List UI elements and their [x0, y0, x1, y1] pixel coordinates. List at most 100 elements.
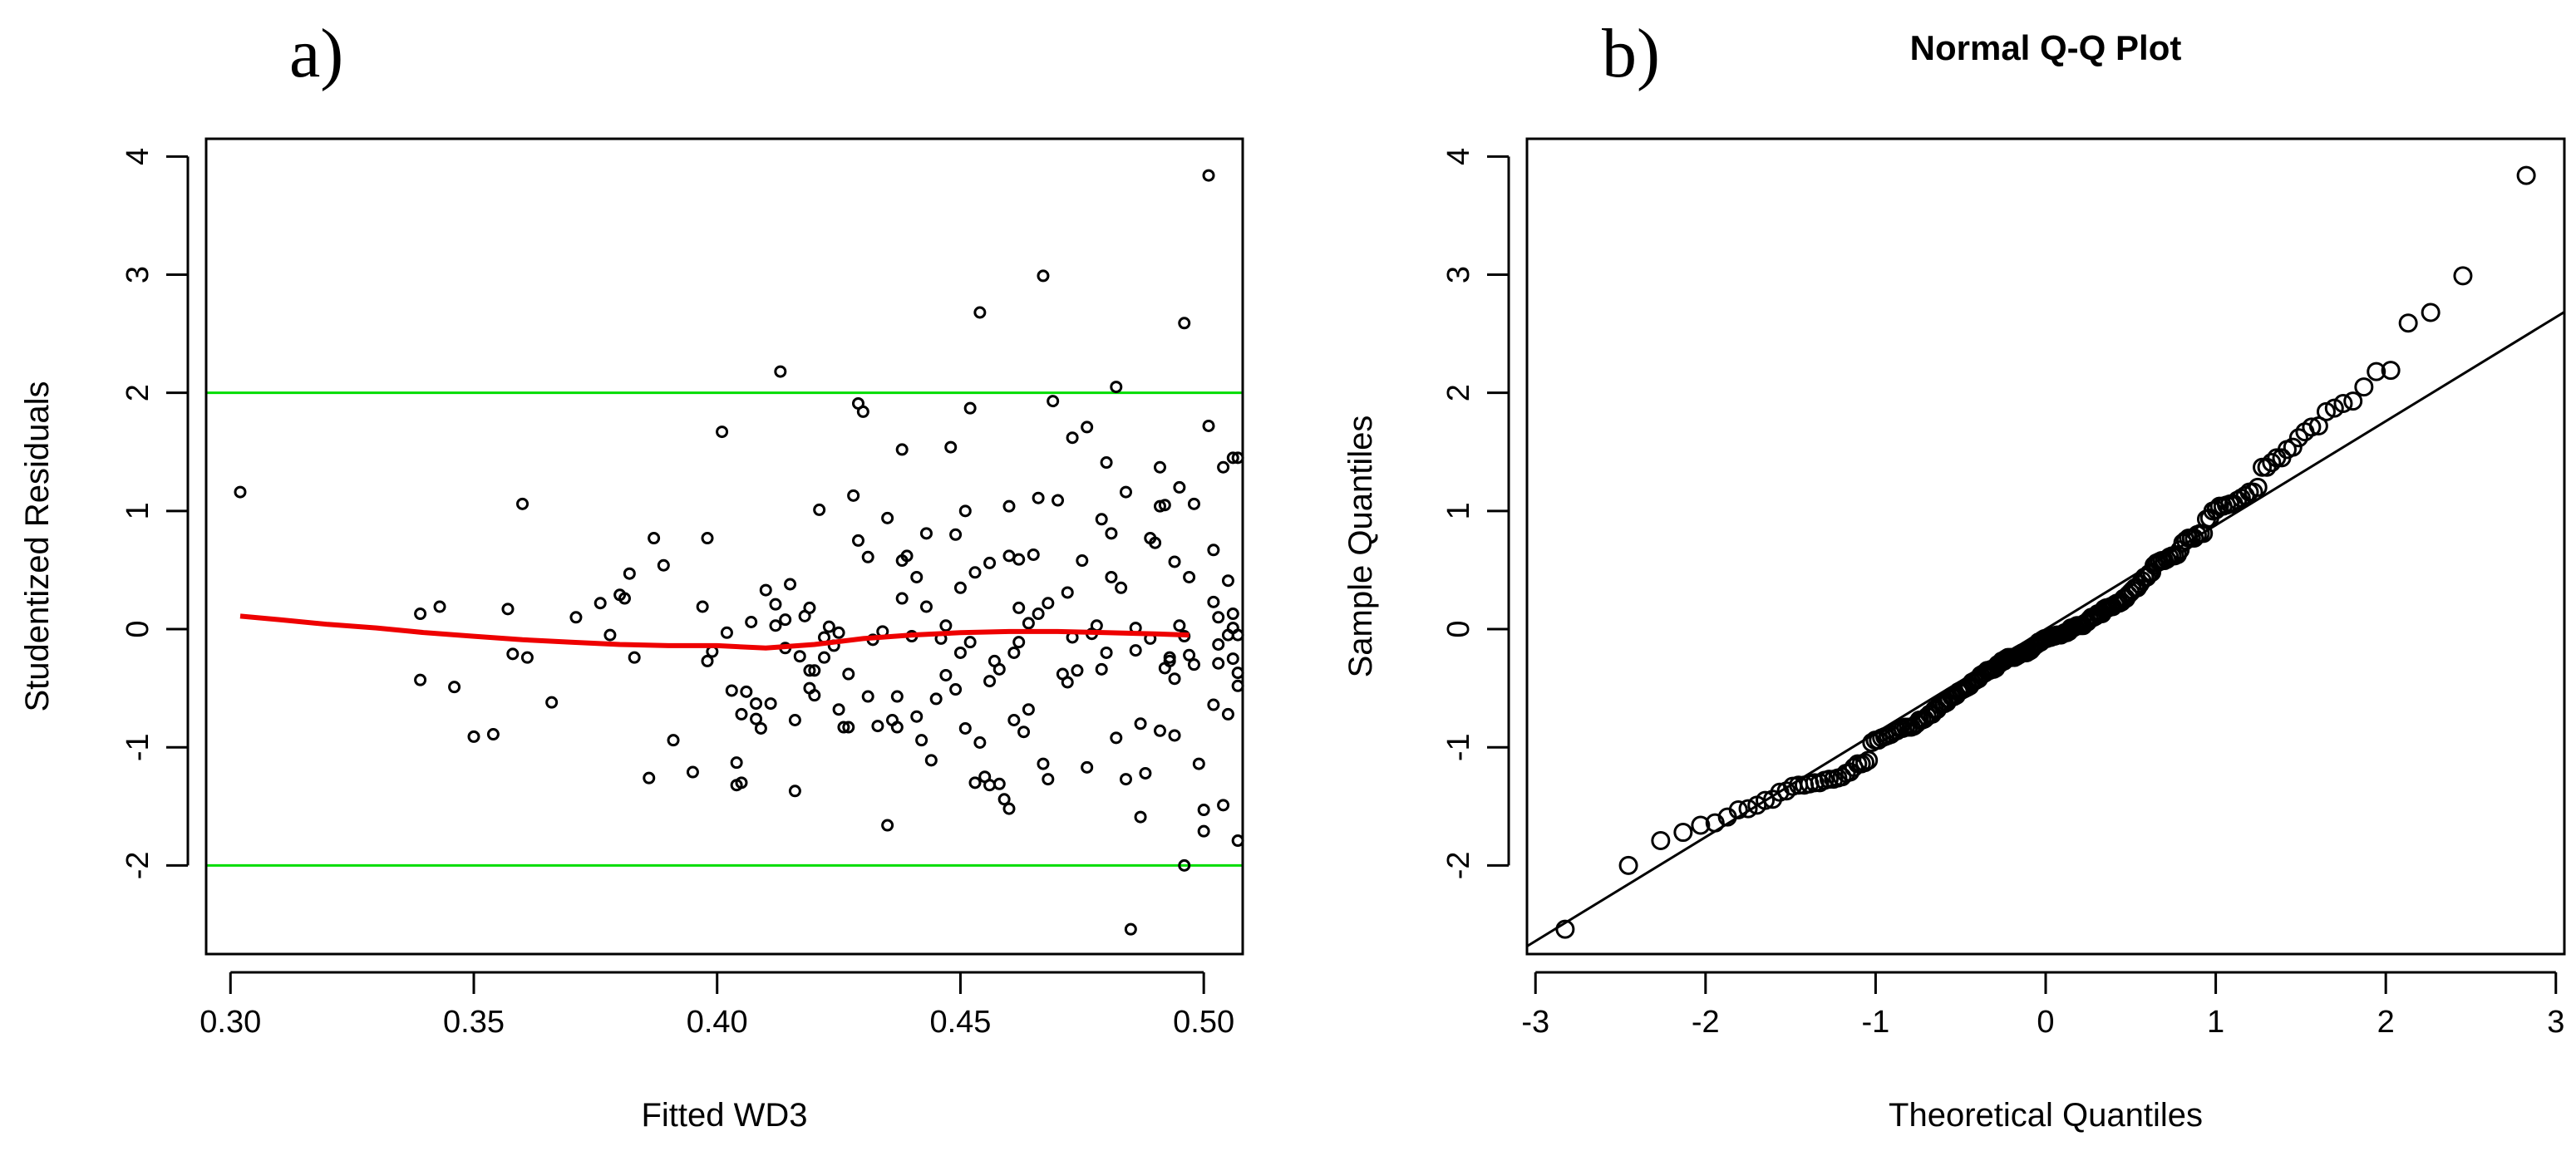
- y-tick-label: 2: [1441, 384, 1476, 401]
- residual-point: [1231, 679, 1244, 692]
- residual-point: [963, 636, 977, 649]
- qq-point: [2453, 266, 2473, 286]
- plot-frame-a: [204, 137, 1244, 956]
- y-tick-label: 4: [1441, 148, 1476, 165]
- qq-point: [2302, 417, 2322, 437]
- residual-point: [813, 503, 826, 516]
- residual-point: [1173, 480, 1186, 494]
- residual-point: [759, 583, 772, 597]
- residual-point: [963, 401, 977, 415]
- residual-point: [779, 613, 792, 627]
- residual-point: [1226, 451, 1239, 465]
- qq-point: [2333, 393, 2353, 413]
- residual-point: [1134, 717, 1147, 730]
- qq-point: [1756, 790, 1776, 810]
- residual-point: [696, 600, 709, 613]
- x-tick-label: 2: [2377, 1005, 2395, 1040]
- residual-point: [832, 703, 845, 716]
- x-axis-label-b: Theoretical Quantiles: [1889, 1097, 2203, 1134]
- residual-point: [725, 684, 738, 697]
- qq-point: [2381, 361, 2401, 381]
- residual-point: [953, 646, 967, 659]
- y-tick-label: -1: [1441, 733, 1476, 761]
- residual-point: [1042, 597, 1055, 610]
- residual-point: [1221, 707, 1234, 721]
- residual-point: [929, 692, 943, 706]
- residual-point: [997, 793, 1011, 806]
- residual-point: [234, 485, 247, 499]
- qq-point: [2421, 303, 2441, 322]
- residual-point: [1012, 636, 1026, 649]
- qq-point: [2257, 457, 2277, 477]
- residual-point: [890, 721, 904, 734]
- residual-point: [1027, 548, 1040, 561]
- residual-point: [1061, 586, 1074, 599]
- residual-point: [764, 697, 777, 711]
- residual-point: [1042, 773, 1055, 786]
- residual-point: [871, 720, 884, 733]
- y-tick-label: -1: [121, 733, 155, 761]
- x-tick-label: -2: [1692, 1005, 1720, 1040]
- residual-point: [803, 664, 816, 677]
- residual-point: [1158, 499, 1171, 512]
- residual-point: [701, 654, 714, 667]
- residual-point: [949, 683, 963, 696]
- residual-point: [686, 765, 699, 779]
- y-axis-label-b: Sample Quantiles: [1342, 416, 1379, 678]
- residual-point: [856, 405, 869, 418]
- residual-point: [1071, 664, 1084, 677]
- qq-point: [2308, 416, 2328, 435]
- residual-point: [623, 567, 636, 580]
- residual-point: [842, 667, 855, 681]
- residual-point: [1212, 638, 1225, 652]
- residual-point: [818, 651, 831, 664]
- residual-point: [750, 697, 763, 711]
- residual-point: [1100, 456, 1113, 470]
- y-axis-a: -2 -1 0 1 2 3 4: [121, 148, 190, 879]
- residual-point: [788, 713, 801, 726]
- y-axis-label-a: Studentized Residuals: [19, 381, 56, 711]
- residual-point: [1012, 553, 1026, 566]
- x-tick-label: 1: [2207, 1005, 2224, 1040]
- y-tick-label: 0: [1441, 620, 1476, 637]
- residual-point: [1168, 729, 1181, 742]
- residual-point: [1217, 460, 1230, 474]
- qq-point: [2398, 313, 2418, 333]
- residual-point: [1134, 810, 1147, 824]
- qq-point: [2288, 428, 2308, 448]
- y-tick-label: 3: [121, 266, 155, 283]
- residual-point: [1217, 799, 1230, 812]
- qq-point: [2283, 437, 2303, 457]
- residual-point: [1061, 676, 1074, 689]
- residual-point: [1105, 527, 1118, 540]
- residual-point: [915, 734, 928, 747]
- residual-point: [520, 651, 534, 664]
- residual-point: [1183, 570, 1196, 583]
- residual-point: [667, 734, 680, 747]
- residual-point: [992, 777, 1006, 790]
- x-axis-a: 0.30 0.35 0.40 0.45 0.50: [199, 971, 1234, 1040]
- residual-point: [1095, 662, 1108, 676]
- residual-point: [1183, 648, 1196, 662]
- residual-point: [1017, 726, 1031, 739]
- residual-point: [735, 707, 748, 721]
- residual-point: [1168, 555, 1181, 568]
- residual-point: [506, 647, 520, 661]
- residual-point: [973, 736, 987, 750]
- residual-point: [895, 592, 909, 605]
- residual-point: [1207, 698, 1220, 711]
- residual-point: [847, 489, 860, 502]
- y-tick-label: -2: [1441, 851, 1476, 879]
- residual-point: [1110, 731, 1123, 745]
- qq-point: [2367, 362, 2386, 381]
- y-tick-label: 3: [1441, 266, 1476, 283]
- residual-point: [949, 528, 963, 541]
- residual-point: [628, 651, 641, 664]
- residual-point: [958, 504, 972, 518]
- residual-point: [842, 721, 855, 734]
- qq-point: [1805, 773, 1825, 793]
- x-tick-label: 0.30: [199, 1005, 261, 1040]
- residual-point: [919, 600, 933, 613]
- residual-point: [1202, 169, 1215, 182]
